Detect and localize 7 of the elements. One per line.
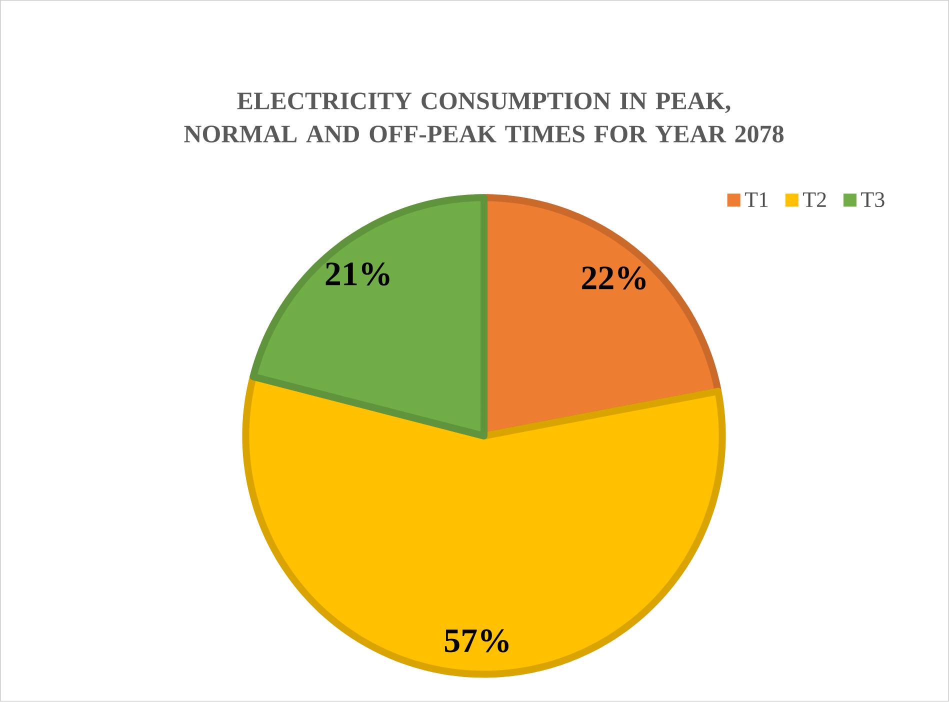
- data-label: 57%: [444, 629, 508, 652]
- data-label: 22%: [582, 266, 646, 290]
- data-label: 21%: [326, 262, 390, 286]
- chart-title: ELECTRICITY CONSUMPTION IN PEAK, NORMAL AND OFF-PEAK TIMES FOR YEAR 2078: [184, 92, 784, 143]
- legend-label: T1: [744, 192, 768, 208]
- legend-label: T2: [803, 192, 826, 208]
- legend-label: T3: [861, 192, 884, 208]
